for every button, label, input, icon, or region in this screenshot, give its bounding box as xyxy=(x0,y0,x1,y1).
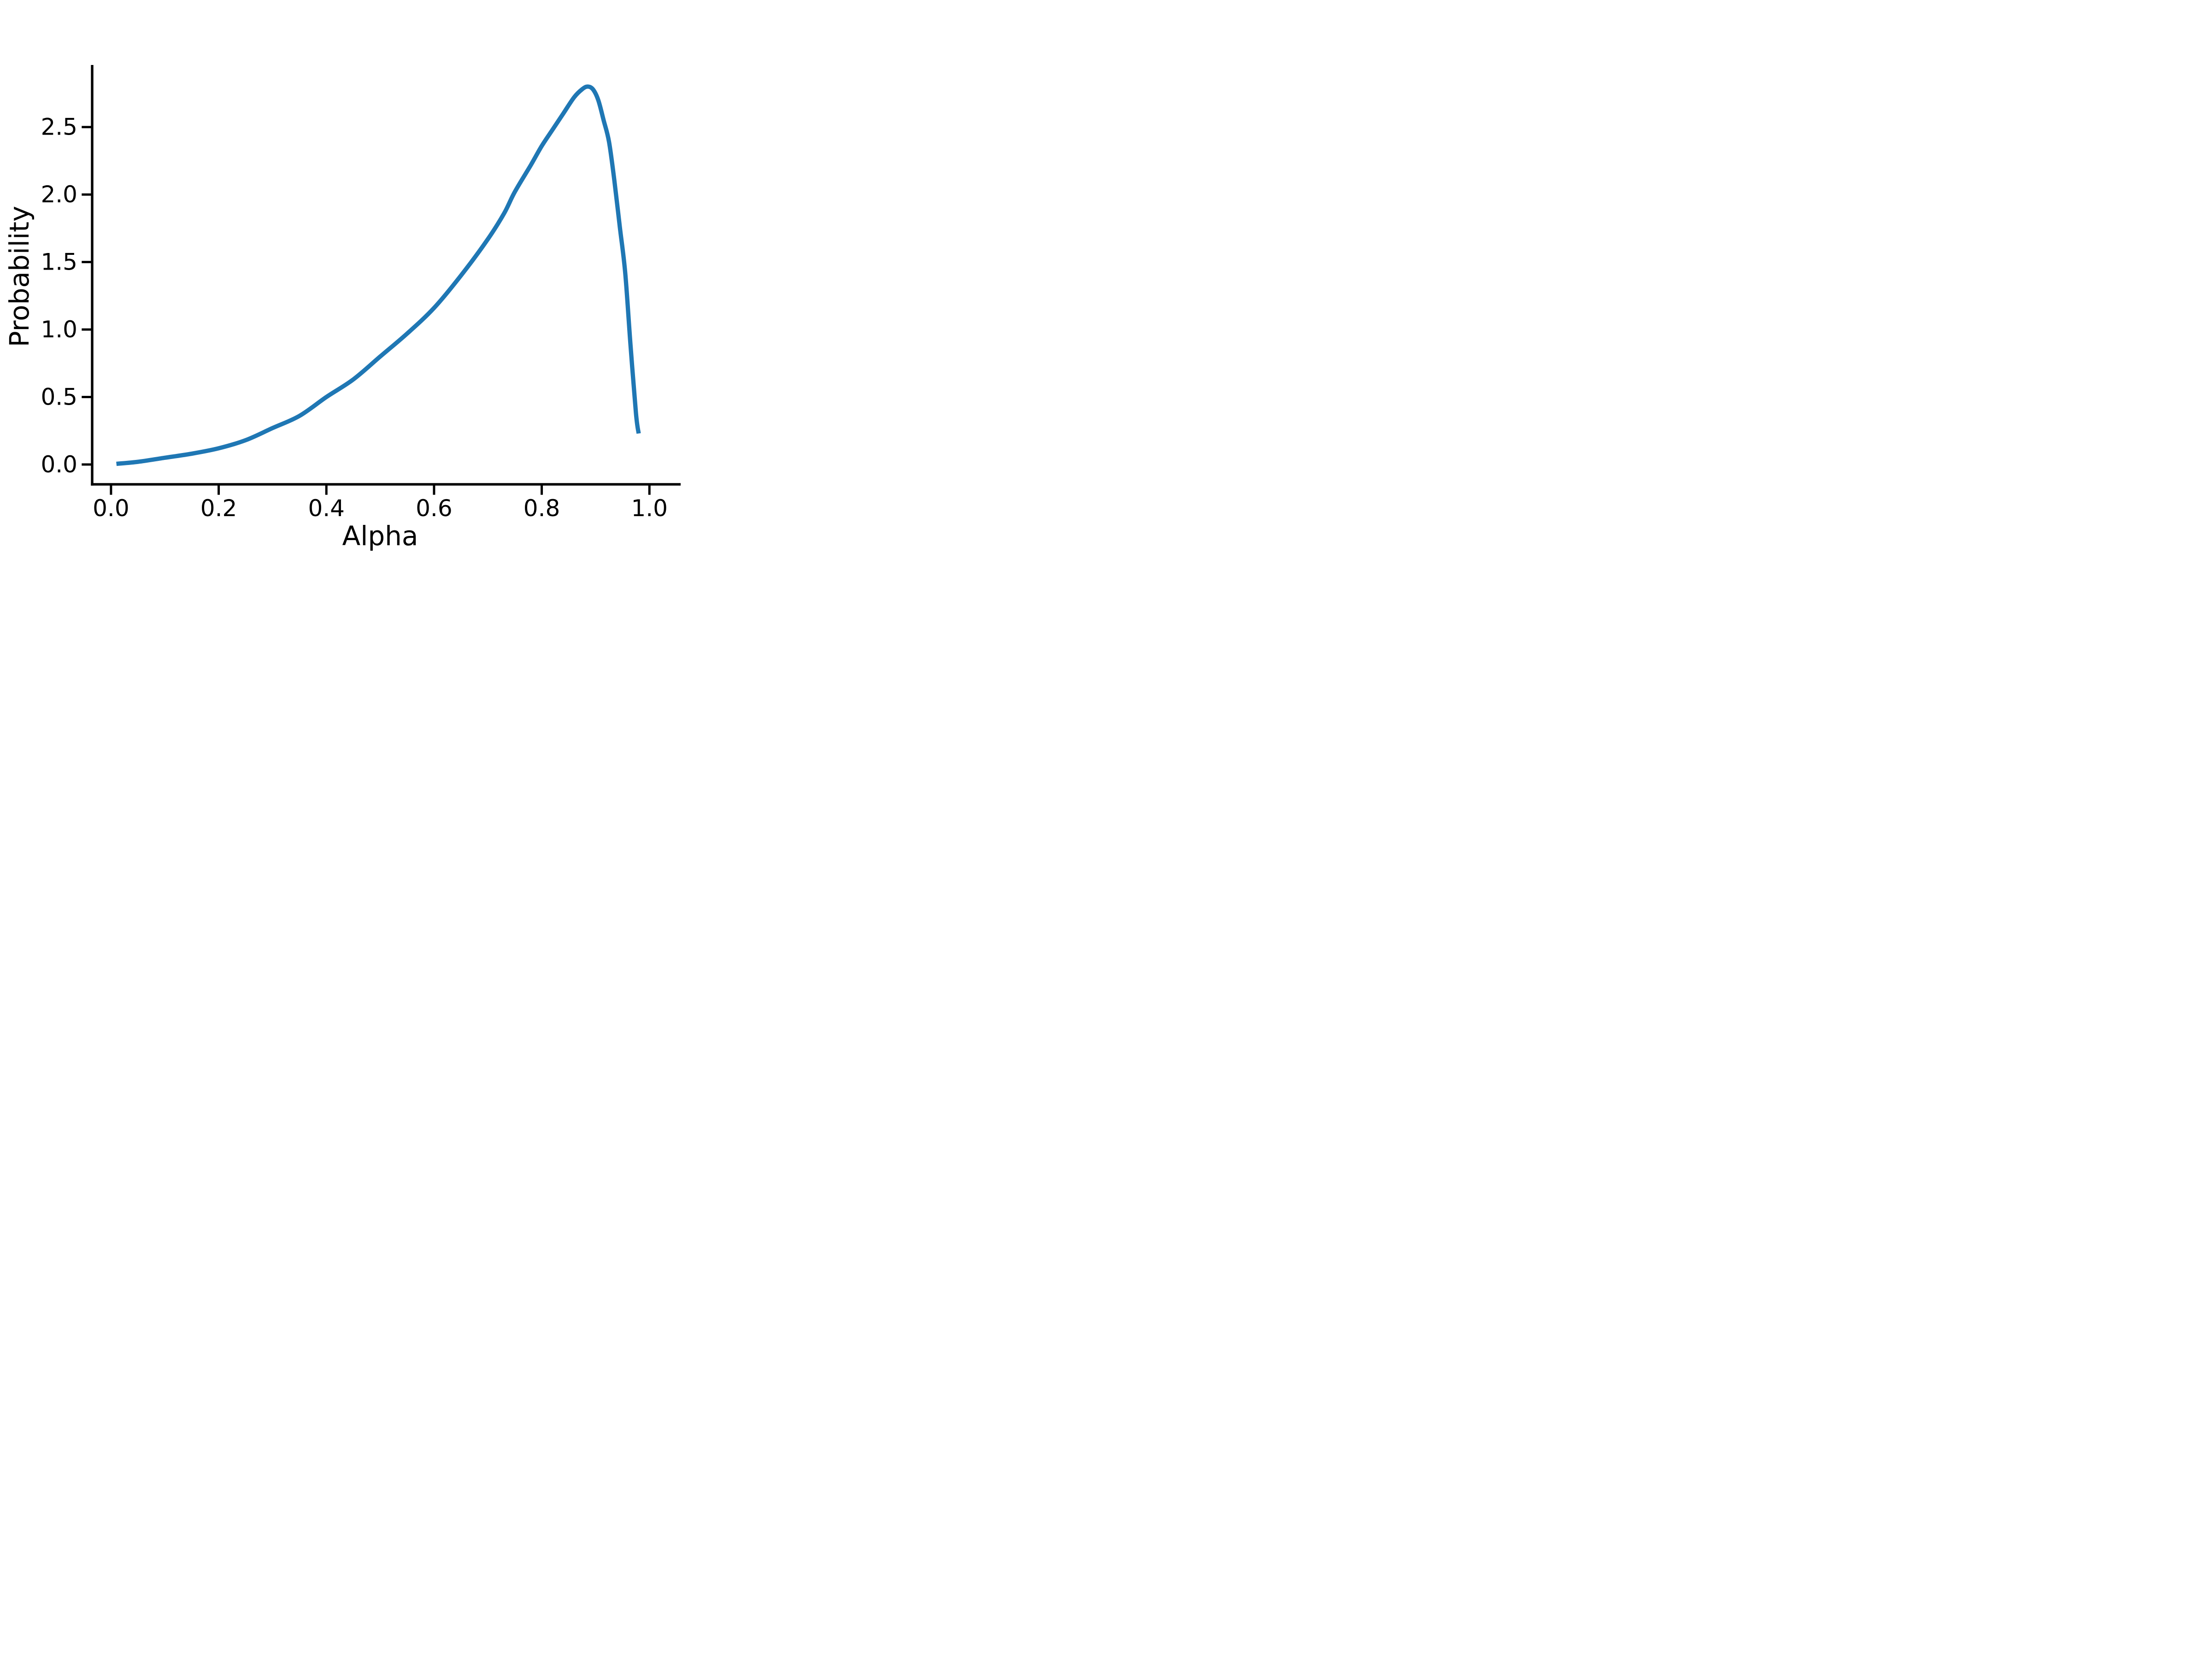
y-tick-label: 0.5 xyxy=(41,384,77,411)
x-axis-ticks: 0.0 0.2 0.4 0.6 0.8 1.0 xyxy=(93,484,668,522)
x-tick-label: 0.6 xyxy=(416,495,453,522)
y-tick-mark xyxy=(82,261,92,264)
y-tick-mark xyxy=(82,126,92,129)
y-tick-label: 1.5 xyxy=(41,249,77,276)
y-axis-label: Probability xyxy=(4,206,35,347)
y-tick-mark xyxy=(82,396,92,399)
axes-spines xyxy=(91,65,681,486)
x-tick-label: 0.4 xyxy=(308,495,345,522)
y-axis-spine xyxy=(91,65,94,486)
y-tick-mark xyxy=(82,328,92,331)
y-axis-ticks: 0.0 0.5 1.0 1.5 2.0 2.5 xyxy=(41,114,92,478)
x-tick-mark xyxy=(218,484,220,495)
x-tick-label: 0.0 xyxy=(93,495,129,522)
y-tick-label: 2.5 xyxy=(41,114,77,141)
x-axis-label: Alpha xyxy=(342,520,418,552)
y-tick-mark xyxy=(82,193,92,196)
x-tick-mark xyxy=(648,484,651,495)
y-tick-label: 2.0 xyxy=(41,181,77,208)
x-tick-mark xyxy=(325,484,328,495)
x-tick-mark xyxy=(541,484,543,495)
x-tick-mark xyxy=(433,484,435,495)
line-chart: 0.0 0.2 0.4 0.6 0.8 1.0 0.0 0.5 1.0 1.5 2.0 2.5 Al… xyxy=(4,65,681,552)
x-tick-label: 0.2 xyxy=(200,495,237,522)
figure: 0.0 0.2 0.4 0.6 0.8 1.0 0.0 0.5 1.0 1.5 2.0 2.5 Al… xyxy=(0,0,737,553)
x-tick-label: 1.0 xyxy=(631,495,668,522)
y-tick-label: 0.0 xyxy=(41,451,77,478)
x-axis-spine xyxy=(91,483,681,486)
probability-curve xyxy=(116,84,641,466)
y-tick-label: 1.0 xyxy=(41,316,77,343)
y-tick-mark xyxy=(82,463,92,466)
x-tick-label: 0.8 xyxy=(524,495,560,522)
x-tick-mark xyxy=(110,484,112,495)
